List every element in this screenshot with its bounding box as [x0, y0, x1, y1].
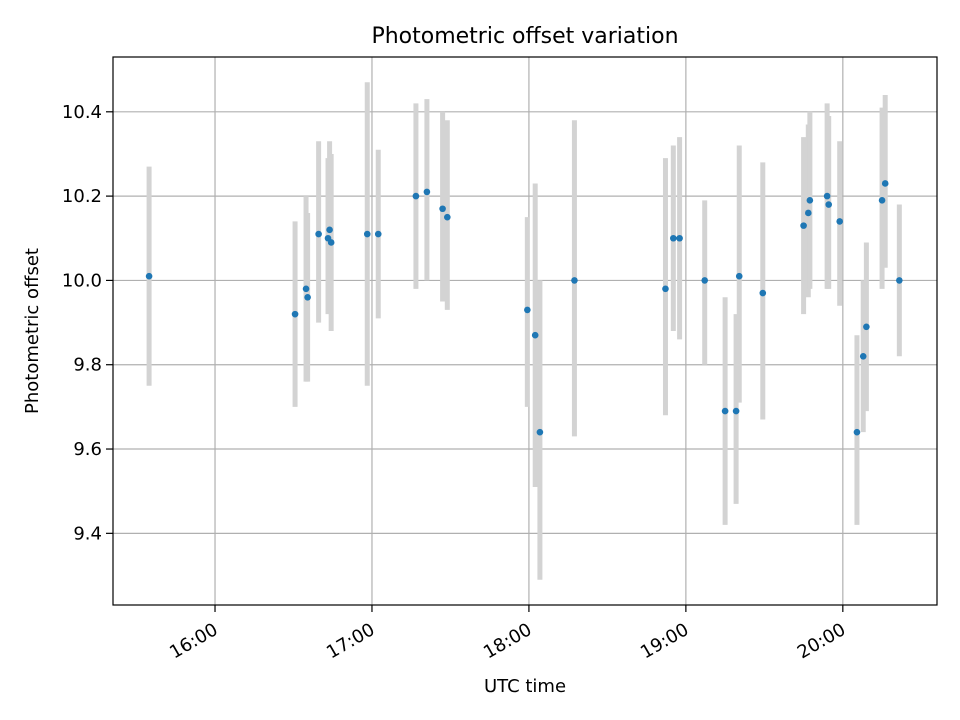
data-point — [823, 192, 831, 200]
data-points — [145, 180, 903, 436]
data-point — [524, 306, 531, 314]
data-point — [145, 272, 153, 280]
x-axis-label: UTC time — [484, 676, 566, 697]
error-bars — [146, 82, 902, 580]
data-point — [825, 201, 833, 208]
data-point — [571, 277, 578, 284]
y-tick-label: 9.8 — [73, 355, 102, 376]
y-tick-label: 9.4 — [73, 523, 102, 544]
plot-frame — [112, 56, 938, 606]
data-point — [859, 352, 867, 360]
data-point — [701, 277, 709, 284]
data-point — [878, 197, 886, 204]
data-point — [412, 192, 420, 200]
data-point — [804, 209, 812, 217]
y-tick-label: 9.6 — [73, 439, 102, 460]
data-point — [291, 310, 299, 318]
y-axis: 9.4 9.6 9.8 10.0 10.2 10.4 — [62, 102, 113, 544]
data-point — [670, 234, 677, 242]
data-point — [836, 218, 843, 225]
data-point — [800, 222, 807, 229]
data-point — [444, 213, 451, 221]
data-point — [721, 407, 729, 415]
y-tick-label: 10.4 — [62, 102, 102, 123]
data-point — [326, 226, 333, 234]
data-point — [806, 197, 814, 204]
data-point — [302, 285, 310, 293]
data-point — [759, 289, 767, 297]
x-tick-label: 19:00 — [637, 619, 692, 663]
x-tick-label: 18:00 — [480, 619, 535, 663]
data-point — [363, 230, 371, 238]
y-tick-label: 10.2 — [62, 186, 102, 207]
data-point — [536, 428, 544, 436]
data-point — [315, 230, 322, 238]
data-point — [881, 180, 889, 187]
data-point — [304, 293, 311, 301]
data-point — [531, 331, 539, 339]
data-point — [423, 188, 431, 196]
data-point — [732, 407, 740, 415]
x-axis: 16:00 17:00 18:00 19:00 20:00 — [166, 605, 849, 663]
y-tick-label: 10.0 — [62, 270, 102, 291]
x-tick-label: 17:00 — [323, 619, 378, 663]
data-point — [439, 205, 446, 213]
data-point — [863, 323, 870, 331]
data-point — [676, 234, 683, 242]
data-point — [735, 272, 743, 280]
data-point — [662, 285, 669, 293]
y-axis-label: Photometric offset — [22, 248, 43, 414]
data-point — [896, 277, 903, 284]
data-point — [853, 428, 861, 436]
x-tick-label: 20:00 — [794, 619, 849, 663]
x-tick-label: 16:00 — [166, 619, 221, 663]
data-point — [327, 239, 335, 246]
data-point — [374, 230, 382, 238]
chart-title: Photometric offset variation — [371, 24, 678, 49]
